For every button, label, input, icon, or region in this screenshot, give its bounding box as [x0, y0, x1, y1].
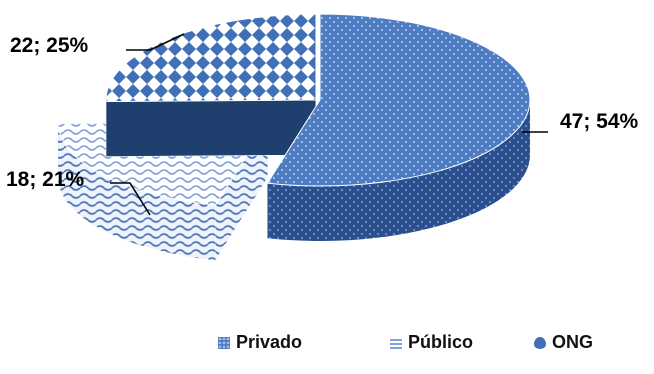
data-label-publico: 18; 21% [6, 168, 85, 191]
pie-slice-ong [105, 13, 317, 157]
pie-slice-privado-wall [267, 100, 531, 241]
legend-swatch-privado [218, 336, 230, 349]
legend-label-ong: ONG [552, 332, 594, 352]
legend-swatch-ong [534, 336, 546, 349]
legend: Privado Público ONG [0, 332, 654, 362]
pie-slice-privado-top [266, 13, 531, 187]
legend-label-publico: Público [408, 332, 474, 352]
pie-slice-ong-top [105, 13, 317, 103]
legend-swatch-publico [390, 336, 402, 349]
data-label-privado: 47; 54% [560, 110, 639, 133]
legend-item-publico: Público [390, 332, 473, 353]
leader-line-publico [110, 182, 151, 216]
leader-line-ong [126, 33, 185, 51]
data-label-ong: 22; 25% [10, 34, 89, 57]
legend-item-privado: Privado [218, 332, 302, 353]
pie-slice-privado [266, 13, 531, 241]
legend-label-privado: Privado [236, 332, 303, 352]
pie-slice-ong-edge [105, 99, 317, 157]
pie-slice-publico-wall [58, 123, 216, 261]
legend-item-ong: ONG [534, 332, 593, 353]
